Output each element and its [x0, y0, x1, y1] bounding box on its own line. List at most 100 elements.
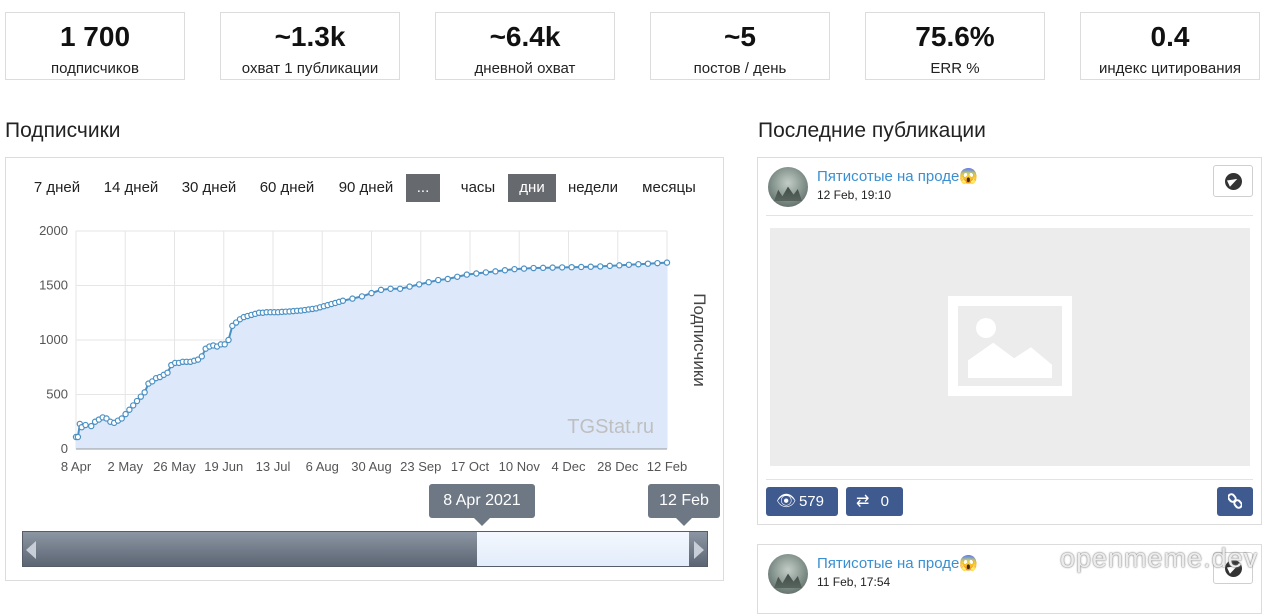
- watermark-text: openmeme.dev: [1060, 543, 1259, 573]
- data-point: [520, 265, 528, 272]
- views-button[interactable]: 👁 579: [766, 487, 838, 516]
- navigator-start-label: 8 Apr 2021: [429, 484, 535, 526]
- data-point: [164, 369, 171, 376]
- data-point: [133, 397, 141, 405]
- x-tick-label: 28 Dec: [597, 459, 639, 474]
- channel-avatar[interactable]: [768, 554, 808, 594]
- stat-label: охват 1 публикации: [241, 60, 379, 77]
- data-point: [88, 422, 95, 430]
- range-7-days-button[interactable]: 7 дней: [33, 179, 81, 196]
- stat-card-citation-index: 0.4 индекс цитирования: [1080, 12, 1260, 80]
- range-60-days-button[interactable]: 60 дней: [259, 179, 315, 196]
- stat-card-posts-per-day: ~5 постов / день: [650, 12, 830, 80]
- x-tick-label: 8 Apr: [61, 459, 92, 474]
- data-point: [349, 295, 356, 302]
- aggregation-weeks-button[interactable]: недели: [567, 179, 619, 196]
- stat-label: дневной охват: [474, 60, 576, 77]
- x-tick-label: 4 Dec: [552, 459, 586, 474]
- data-point: [625, 261, 633, 268]
- channel-name-link[interactable]: Пятисотые на проде😱: [817, 555, 979, 572]
- eye-icon: 👁: [776, 493, 797, 510]
- data-point: [501, 267, 509, 274]
- y-tick-label: 500: [46, 387, 68, 402]
- range-30-days-button[interactable]: 30 дней: [181, 179, 237, 196]
- x-tick-label: 17 Oct: [451, 459, 490, 474]
- data-point: [539, 264, 547, 272]
- x-tick-label: 2 May: [108, 459, 144, 474]
- image-placeholder-icon: [948, 296, 1072, 396]
- telegram-icon: [1225, 173, 1242, 190]
- data-point: [558, 264, 566, 271]
- data-point: [435, 276, 442, 284]
- stat-value: 0.4: [1150, 21, 1190, 52]
- range-navigator[interactable]: [22, 531, 708, 567]
- range-14-days-button[interactable]: 14 дней: [103, 179, 159, 196]
- divider: [766, 215, 1253, 216]
- post-image-placeholder[interactable]: [770, 228, 1250, 466]
- x-tick-label: 26 May: [153, 459, 196, 474]
- divider: [766, 479, 1253, 480]
- telegram-icon: [1225, 560, 1242, 577]
- y-tick-label: 1000: [39, 332, 68, 347]
- data-point: [129, 402, 137, 409]
- range-90-days-button[interactable]: 90 дней: [338, 179, 394, 196]
- views-count: 579: [798, 493, 824, 510]
- data-point: [578, 263, 585, 271]
- aggregation-months-button[interactable]: месяцы: [642, 179, 696, 196]
- reposts-button[interactable]: ⇄ 0: [846, 487, 903, 516]
- stat-card-post-reach: ~1.3k охват 1 публикации: [220, 12, 400, 80]
- y-axis-title: Подписчики: [690, 293, 709, 387]
- channel-name-link[interactable]: Пятисотые на проде😱: [817, 168, 979, 185]
- range-custom-button[interactable]: ...: [406, 174, 440, 202]
- data-point: [454, 273, 461, 280]
- chart-watermark: TGStat.ru: [567, 416, 654, 438]
- data-point: [122, 410, 129, 418]
- stat-value: ~5: [724, 21, 756, 52]
- stat-label: постов / день: [693, 60, 787, 77]
- x-tick-label: 12 Feb: [647, 459, 687, 474]
- y-tick-label: 2000: [39, 223, 68, 238]
- navigator-selection-window[interactable]: [477, 532, 689, 566]
- data-point: [492, 268, 499, 275]
- data-point: [339, 297, 347, 304]
- stat-value: ~6.4k: [489, 21, 561, 52]
- open-in-telegram-button[interactable]: [1213, 552, 1253, 584]
- x-tick-label: 13 Jul: [256, 459, 291, 474]
- data-point: [587, 263, 594, 270]
- data-point: [415, 281, 423, 288]
- x-tick-label: 23 Sep: [400, 459, 441, 474]
- x-tick-label: 10 Nov: [499, 459, 541, 474]
- data-point: [635, 261, 642, 268]
- post-card: Пятисотые на проде😱 12 Feb, 19:10 👁 579 …: [757, 157, 1262, 525]
- copy-link-button[interactable]: [1217, 487, 1253, 516]
- channel-avatar[interactable]: [768, 167, 808, 207]
- open-in-telegram-button[interactable]: [1213, 165, 1253, 197]
- stat-card-daily-reach: ~6.4k дневной охват: [435, 12, 615, 80]
- aggregation-hours-button[interactable]: часы: [460, 179, 496, 196]
- navigator-right-arrow-icon[interactable]: [694, 541, 704, 559]
- repost-icon: ⇄: [856, 493, 870, 510]
- data-point: [549, 264, 556, 271]
- subscribers-chart-panel: 7 дней 14 дней 30 дней 60 дней 90 дней .…: [5, 157, 724, 581]
- posts-section-title: Последние публикации: [758, 119, 986, 142]
- data-point: [511, 265, 518, 273]
- data-point: [663, 259, 671, 266]
- data-point: [597, 263, 604, 270]
- stat-label: индекс цитирования: [1099, 60, 1241, 77]
- data-point: [606, 262, 614, 270]
- navigator-left-arrow-icon[interactable]: [26, 541, 36, 559]
- y-tick-label: 0: [61, 441, 68, 456]
- x-tick-label: 30 Aug: [351, 459, 392, 474]
- data-point: [225, 336, 232, 344]
- subscribers-section-title: Подписчики: [5, 119, 121, 142]
- data-point: [126, 406, 133, 413]
- data-point: [444, 275, 451, 283]
- reposts-count: 0: [880, 493, 889, 510]
- data-point: [358, 293, 366, 300]
- data-point: [654, 259, 661, 267]
- data-point: [530, 264, 537, 272]
- navigator-end-label: 12 Feb: [648, 484, 720, 526]
- data-point: [118, 415, 125, 422]
- aggregation-days-button[interactable]: дни: [508, 174, 556, 202]
- series-area: [76, 262, 667, 449]
